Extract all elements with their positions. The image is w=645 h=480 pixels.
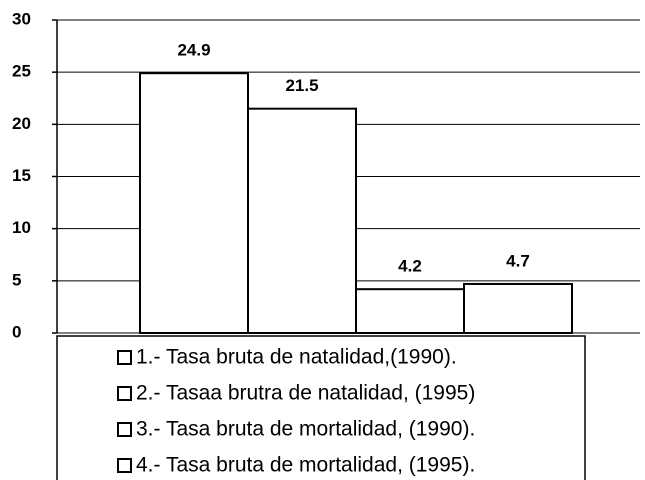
bar [355, 288, 465, 334]
legend-label: 3.- Tasa bruta de mortalidad, (1990). [136, 418, 475, 441]
y-tick-label: 30 [12, 9, 31, 28]
value-label: 24.9 [177, 41, 210, 60]
y-tick-label: 20 [12, 114, 31, 133]
legend-swatch [117, 350, 132, 365]
y-tick-label: 0 [12, 322, 21, 341]
value-label: 21.5 [285, 76, 318, 95]
bar [139, 72, 249, 335]
y-tick-label: 10 [12, 218, 31, 237]
legend-swatch [117, 458, 132, 473]
legend-box [56, 335, 586, 480]
y-tick-label: 5 [12, 270, 21, 289]
bar [463, 282, 573, 335]
legend-label: 1.- Tasa bruta de natalidad,(1990). [136, 346, 457, 369]
y-tick-label: 25 [12, 62, 31, 81]
legend-swatch [117, 422, 132, 437]
value-label: 4.2 [398, 257, 422, 276]
y-tick-label: 15 [12, 166, 31, 185]
bar [247, 107, 357, 334]
value-label: 4.7 [506, 251, 530, 270]
legend-label: 4.- Tasa bruta de mortalidad, (1995). [136, 454, 475, 477]
legend-label: 2.- Tasaa brutra de natalidad, (1995) [136, 382, 475, 405]
legend-swatch [117, 386, 132, 401]
